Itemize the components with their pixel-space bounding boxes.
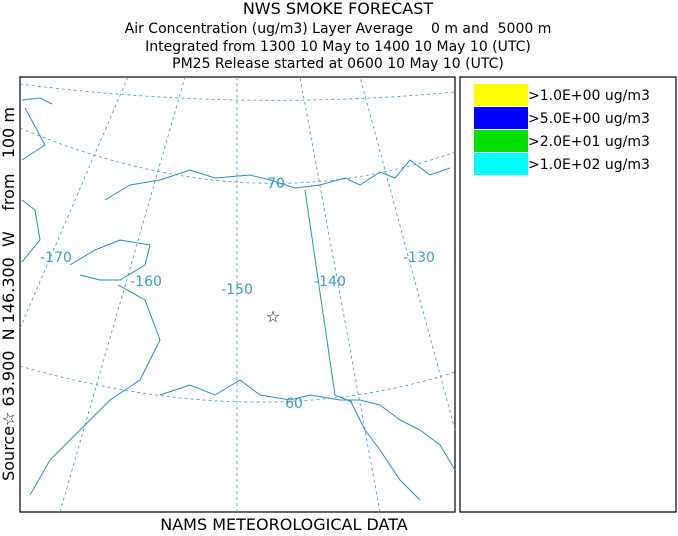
- border: [304, 189, 353, 403]
- subtitle: PM25 Release started at 0600 10 May 10 (…: [172, 56, 504, 72]
- subtitle: Air Concentration (ug/m3) Layer Average …: [125, 21, 552, 37]
- subtitle: Integrated from 1300 10 May to 1400 10 M…: [145, 39, 531, 55]
- legend-label: >1.0E+02 ug/m3: [528, 157, 650, 173]
- longitude-label: -170: [40, 250, 72, 266]
- legend-label: >5.0E+00 ug/m3: [528, 111, 650, 127]
- latitude-label: 70: [267, 176, 285, 192]
- graticule: [359, 76, 456, 431]
- legend-swatch: [474, 130, 528, 152]
- map: [19, 76, 456, 513]
- longitude-label: -140: [314, 274, 346, 290]
- legend-swatch: [474, 107, 528, 129]
- legend-label: >2.0E+01 ug/m3: [528, 134, 650, 150]
- legend-label: >1.0E+00 ug/m3: [528, 88, 650, 104]
- longitude-label: -130: [403, 250, 435, 266]
- source-marker: ☆: [266, 307, 280, 326]
- title: NWS SMOKE FORECAST: [243, 0, 434, 18]
- source-label: Source☆ 63.900 N 146.300 W from 100 m: [0, 107, 18, 481]
- map-frame: [19, 76, 456, 513]
- footer: NAMS METEOROLOGICAL DATA: [160, 515, 408, 532]
- coastline: [21, 97, 456, 501]
- legend-swatch: [474, 84, 528, 106]
- graticule: [19, 127, 456, 184]
- graticule: [299, 76, 381, 513]
- graticule: [19, 365, 456, 403]
- longitude-label: -150: [221, 282, 253, 298]
- longitude-label: -160: [130, 274, 162, 290]
- legend-swatch: [474, 153, 528, 175]
- latitude-label: 60: [285, 396, 303, 412]
